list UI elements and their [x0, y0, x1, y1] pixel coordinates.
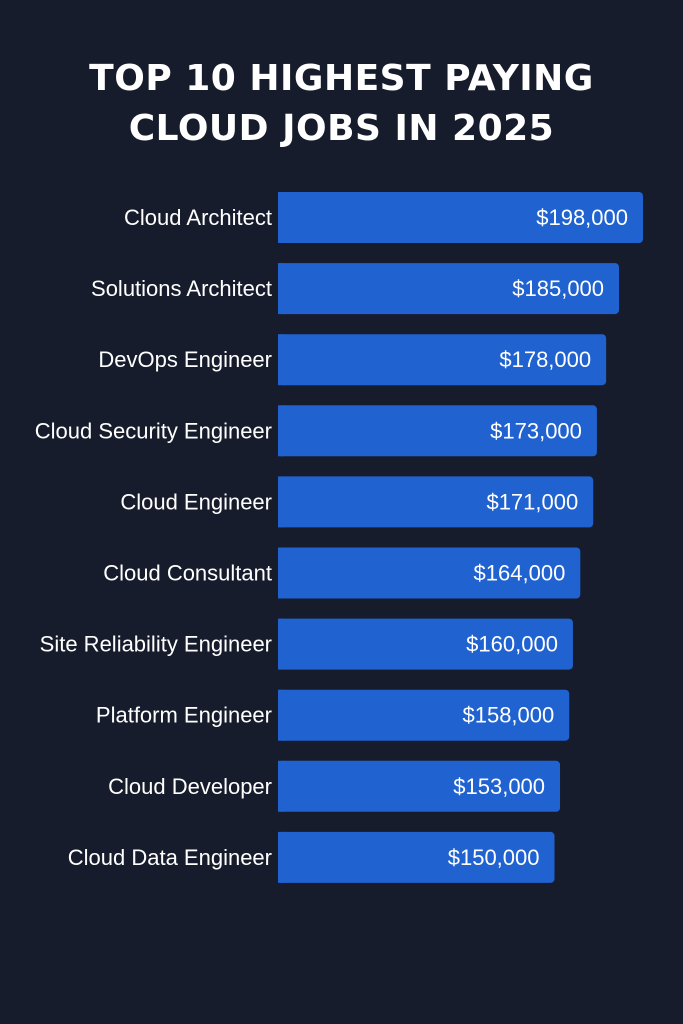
bar-row: Cloud Consultant $164,000 — [103, 547, 581, 599]
category-label: Cloud Data Engineer — [68, 845, 272, 870]
bar-row: Cloud Engineer $171,000 — [120, 476, 594, 528]
value-label: $173,000 — [490, 418, 582, 443]
bar-edge — [278, 618, 284, 670]
value-label: $150,000 — [448, 845, 540, 870]
bar-row: Solutions Architect $185,000 — [91, 263, 620, 315]
value-label: $153,000 — [453, 774, 545, 799]
category-label: Cloud Consultant — [103, 561, 272, 586]
category-label: Cloud Architect — [124, 205, 272, 230]
bar-row: Cloud Architect $198,000 — [124, 192, 643, 243]
chart-title: TOP 10 HIGHEST PAYING CLOUD JOBS IN 2025 — [0, 54, 683, 154]
value-label: $158,000 — [462, 703, 554, 728]
value-label: $185,000 — [512, 276, 604, 301]
bar-edge — [278, 689, 284, 741]
bar-row: Cloud Security Engineer $173,000 — [35, 405, 597, 457]
category-label: Cloud Developer — [108, 774, 272, 799]
bar-edge — [278, 405, 284, 457]
bar-edge — [278, 263, 284, 315]
bar-row: Cloud Data Engineer $150,000 — [68, 831, 555, 883]
value-label: $198,000 — [536, 205, 628, 230]
bar-edge — [278, 334, 284, 386]
bar-row: Cloud Developer $153,000 — [108, 760, 561, 812]
bar — [278, 760, 561, 812]
bar-edge — [278, 760, 284, 812]
category-label: Cloud Engineer — [120, 489, 272, 514]
value-label: $178,000 — [499, 347, 591, 372]
bar — [278, 334, 607, 386]
bar-edge — [278, 192, 284, 243]
bar-row: DevOps Engineer $178,000 — [98, 334, 607, 386]
bar — [278, 263, 620, 315]
value-label: $171,000 — [486, 489, 578, 514]
value-label: $160,000 — [466, 632, 558, 657]
category-label: Cloud Security Engineer — [35, 418, 272, 443]
bar-row: Site Reliability Engineer $160,000 — [40, 618, 573, 670]
chart-title-line-1: TOP 10 HIGHEST PAYING — [89, 58, 594, 99]
bar-edge — [278, 476, 284, 528]
bar — [278, 547, 581, 599]
bar-edge — [278, 547, 284, 599]
value-label: $164,000 — [474, 561, 566, 586]
bar — [278, 618, 573, 670]
category-label: Platform Engineer — [96, 703, 272, 728]
bar-row: Platform Engineer $158,000 — [96, 689, 570, 741]
bar — [278, 476, 594, 528]
bar — [278, 689, 570, 741]
category-label: Site Reliability Engineer — [40, 632, 272, 657]
category-label: Solutions Architect — [91, 276, 272, 301]
chart-title-line-2: CLOUD JOBS IN 2025 — [128, 108, 555, 149]
bar — [278, 192, 643, 243]
bar-edge — [278, 831, 284, 883]
bar — [278, 831, 555, 883]
bar — [278, 405, 597, 457]
category-label: DevOps Engineer — [98, 347, 272, 372]
